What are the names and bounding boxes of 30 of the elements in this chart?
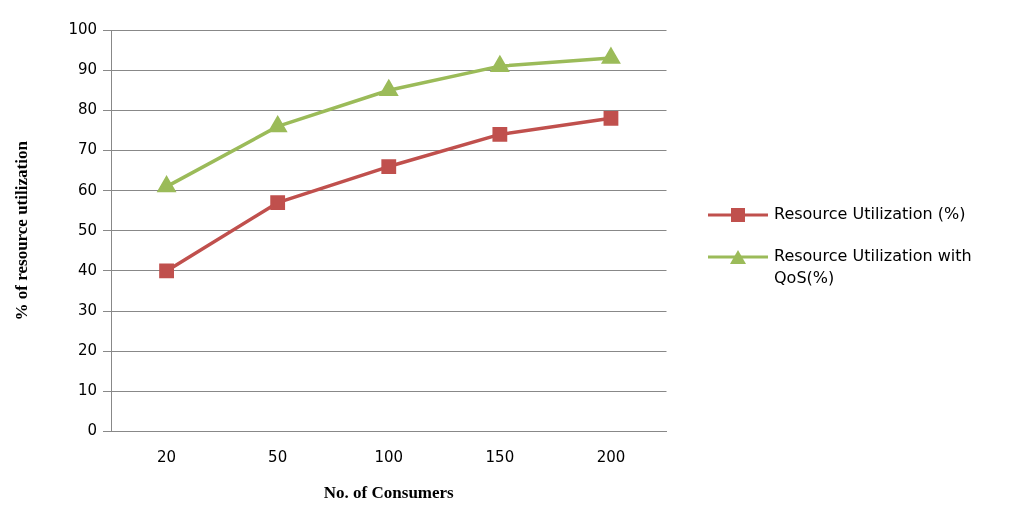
x-tick-label: 150 [485, 448, 515, 467]
y-tick-label: 90 [77, 60, 98, 79]
point [268, 116, 287, 133]
legend-label: Resource Utilization (%) [774, 203, 967, 225]
x-tick-label: 200 [596, 448, 626, 467]
y-tick-label: 10 [77, 381, 98, 400]
point [491, 56, 509, 72]
y-tick-label: 60 [77, 180, 98, 199]
x-axis-title: No. of Consumers [323, 483, 455, 503]
y-tick-label: 100 [68, 19, 98, 38]
y-tick-label: 40 [77, 260, 98, 279]
y-tick-label: 80 [77, 100, 98, 119]
y-tick-label: 70 [77, 140, 98, 159]
legend-label: Resource Utilization with QoS(%) [774, 245, 973, 289]
point [492, 127, 508, 142]
x-tick-label: 20 [157, 448, 177, 467]
y-axis-title: % of resource utilization [11, 140, 31, 321]
point [602, 48, 620, 64]
point [380, 80, 398, 96]
point [603, 110, 619, 126]
y-tick-label: 20 [77, 341, 98, 360]
point [270, 195, 286, 211]
point [157, 176, 176, 193]
y-tick-label: 30 [77, 301, 98, 320]
x-tick-label: 100 [374, 448, 404, 467]
x-tick-label: 50 [268, 448, 288, 467]
y-tick-label: 50 [77, 220, 98, 239]
point [159, 263, 174, 279]
y-tick-label: 0 [87, 421, 98, 440]
point [381, 159, 397, 174]
